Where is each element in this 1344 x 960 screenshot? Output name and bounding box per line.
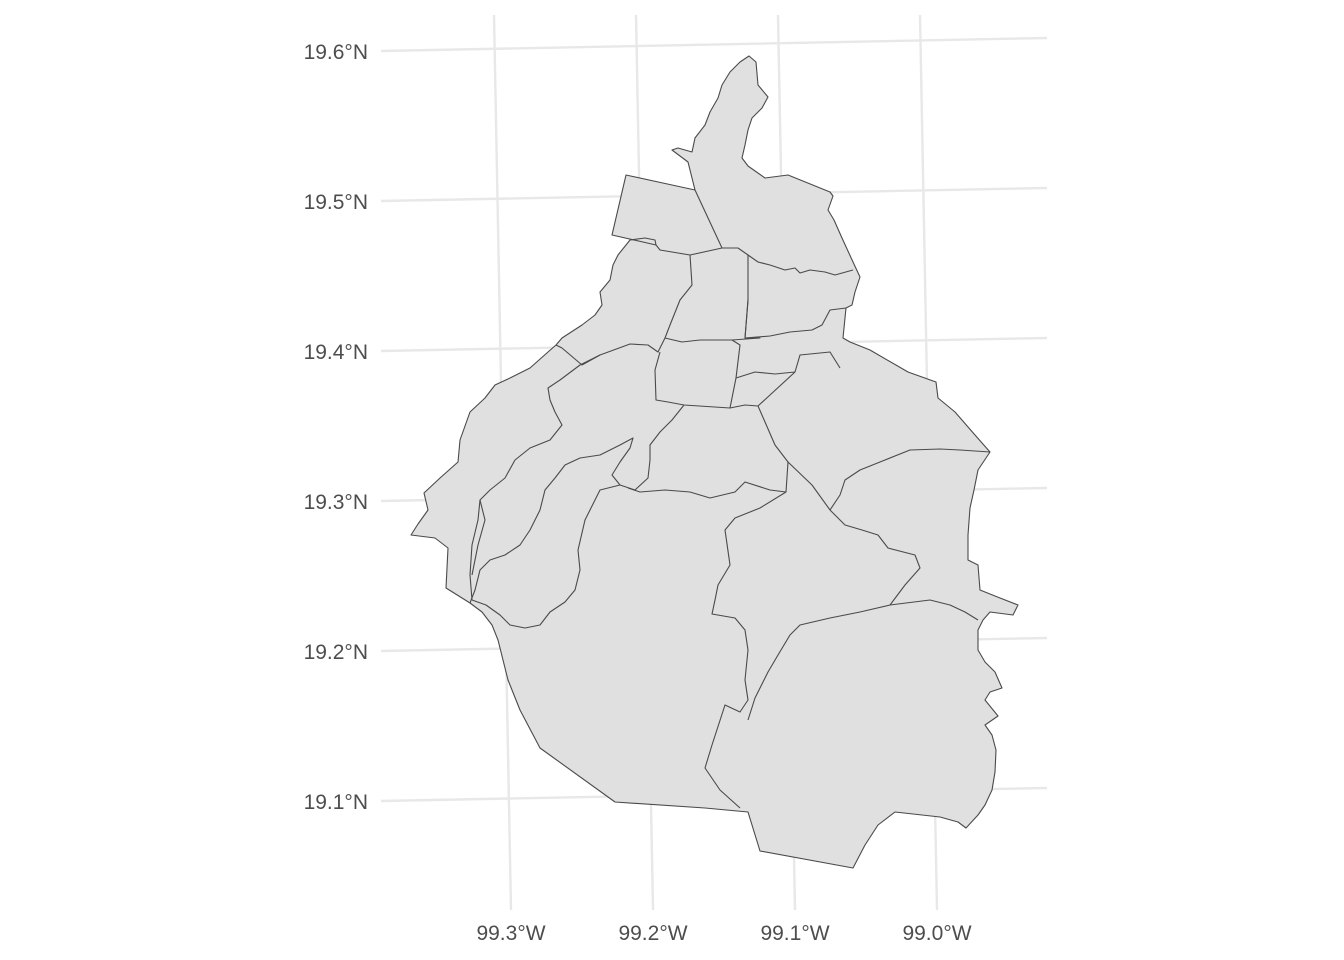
border xyxy=(469,404,685,604)
y-tick-label: 19.3°N xyxy=(304,491,368,514)
y-axis-labels: 19.6°N 19.5°N 19.4°N 19.3°N 19.2°N 19.1°… xyxy=(304,41,368,814)
border xyxy=(747,461,921,721)
y-tick-label: 19.1°N xyxy=(304,791,368,814)
borough-borders xyxy=(469,189,991,809)
border xyxy=(744,299,847,339)
x-tick-label: 99.1°W xyxy=(760,922,829,945)
y-tick-label: 19.4°N xyxy=(304,341,368,364)
lat-gridline-19.6 xyxy=(380,36,1048,53)
border xyxy=(627,404,789,499)
y-tick-label: 19.2°N xyxy=(304,641,368,664)
x-tick-label: 99.0°W xyxy=(902,922,971,945)
border xyxy=(731,339,841,379)
border xyxy=(694,189,854,276)
y-tick-label: 19.5°N xyxy=(304,191,368,214)
border xyxy=(829,448,991,511)
border xyxy=(555,344,601,366)
x-tick-label: 99.2°W xyxy=(618,922,687,945)
border xyxy=(655,244,723,256)
x-axis-labels: 99.3°W 99.2°W 99.1°W 99.0°W xyxy=(476,922,971,945)
border xyxy=(471,484,621,629)
y-tick-label: 19.6°N xyxy=(304,41,368,64)
border xyxy=(889,599,979,621)
border xyxy=(704,491,787,809)
x-tick-label: 99.3°W xyxy=(476,922,545,945)
border xyxy=(471,499,486,576)
border xyxy=(757,371,796,407)
city-outline xyxy=(410,55,1019,869)
border xyxy=(469,337,666,601)
